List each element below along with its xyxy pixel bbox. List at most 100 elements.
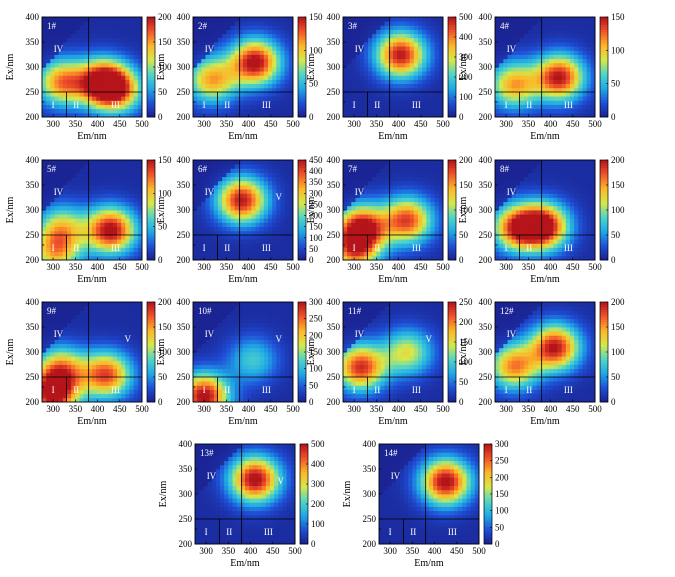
heatmap-cell [259,75,265,80]
heatmap-cell [54,239,60,244]
heatmap-cell [255,33,261,39]
heatmap-cell [503,235,508,240]
heatmap-cell [205,104,211,110]
heatmap-cell [137,255,143,261]
heatmap-cell [255,100,261,105]
heatmap-cell [545,87,550,93]
heatmap-cell [528,92,533,97]
colorbar-segment [298,222,306,226]
heatmap-cell [209,214,215,219]
heatmap-cell [372,164,377,169]
heatmap-cell [230,29,236,35]
colorbar-segment [600,49,608,53]
heatmap-cell [401,37,406,43]
heatmap-cell [121,222,126,228]
heatmap-cell [255,185,261,190]
heatmap-cell [79,205,85,211]
heatmap-cell [205,83,211,89]
heatmap-cell [247,193,252,198]
heatmap-cell [222,92,227,97]
heatmap-cell [100,168,105,173]
heatmap-cell [284,193,290,198]
heatmap-cell [117,197,122,203]
heatmap-cell [247,33,252,39]
heatmap-cell [247,222,252,228]
heatmap-cell [226,180,231,186]
heatmap-cell [108,214,114,219]
heatmap-cell [520,160,525,165]
heatmap-cell [112,108,118,114]
heatmap-cell [351,79,356,85]
heatmap-cell [121,17,126,22]
heatmap-cell [549,218,554,223]
region-label-ii: II [224,243,230,253]
heatmap-cell [213,172,219,178]
colorbar-segment [448,185,456,188]
heatmap-cell [540,108,546,114]
heatmap-cell [561,79,567,85]
heatmap-cell [108,239,114,244]
heatmap-cell [495,29,500,35]
heatmap-cell [213,104,219,110]
heatmap-cell [121,46,126,51]
heatmap-cell [499,37,504,43]
heatmap-cell [67,168,72,173]
x-axis-label: Em/nm [378,274,408,285]
colorbar-segment [298,252,306,256]
heatmap-cell [284,160,290,165]
heatmap-cell [280,172,286,178]
heatmap-cell [234,247,240,253]
heatmap-cell [426,185,431,190]
heatmap-cell [524,201,529,207]
heatmap-cell [104,50,110,55]
heatmap-cell [112,251,118,257]
heatmap-cell [438,33,444,39]
heatmap-cell [272,104,277,110]
heatmap-cell [247,104,252,110]
colorbar-segment [600,79,608,83]
heatmap-cell [528,201,533,207]
colorbar-tick-label: 100 [459,92,473,102]
heatmap-cell [503,46,508,51]
heatmap-cell [524,197,529,203]
heatmap-cell [578,25,583,30]
heatmap-cell [549,17,554,22]
heatmap-cell [243,205,248,211]
heatmap-cell [426,100,431,105]
colorbar-segment [600,69,608,73]
heatmap-cell [426,247,431,253]
panel-label: 4# [500,21,510,31]
heatmap-cell [79,25,85,30]
heatmap-cell [104,160,110,165]
heatmap-cell [524,71,529,76]
heatmap-cell [117,168,122,173]
heatmap-cell [247,251,252,257]
heatmap-cell [384,160,390,165]
heatmap-cell [222,112,227,118]
heatmap-cell [58,160,64,165]
colorbar-tick-label: 50 [309,79,319,89]
y-tick-label: 200 [479,112,493,122]
heatmap-cell [268,79,273,85]
heatmap-cell [129,21,135,26]
y-tick-label: 300 [177,62,191,72]
heatmap-cell [96,239,101,244]
heatmap-cell [71,247,76,253]
heatmap-cell [574,75,579,80]
heatmap-cell [251,176,256,182]
heatmap-cell [586,71,592,76]
heatmap-cell [376,46,381,51]
heatmap-cell [75,100,80,105]
heatmap-cell [393,108,398,114]
heatmap-cell [503,226,508,232]
colorbar-segment [298,97,306,100]
heatmap-cell [133,21,139,26]
heatmap-cell [574,17,579,22]
heatmap-cell [83,54,89,60]
heatmap-cell [100,172,105,178]
colorbar-segment [448,92,456,95]
heatmap-cell [218,160,223,165]
heatmap-cell [422,193,427,198]
heatmap-cell [557,83,563,89]
heatmap-cell [586,25,592,30]
